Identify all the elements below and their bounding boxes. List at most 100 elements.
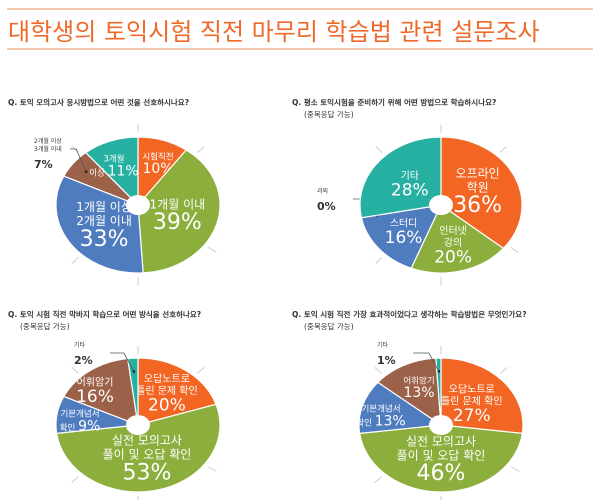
slice-label: 기타 28% [391, 170, 429, 200]
tick-mark [71, 257, 79, 264]
slice-label-line: 과외 [317, 187, 328, 195]
slice-label-line: 틀린 문제 확인 [136, 385, 198, 397]
slice-label: 어휘암기 13% [403, 375, 434, 401]
tick-mark [374, 476, 382, 484]
question-3: Q. 토익 시험 직전 막바지 학습으로 어떤 방식을 선호하나요? (중복응답… [8, 309, 201, 333]
slice-value: 1% [377, 354, 396, 367]
slice-label-line: 오프라인 [456, 167, 500, 181]
question-4: Q. 토익 시험 직전 가장 효과적이었다고 생각하는 학습방법은 무엇인가요?… [292, 309, 527, 333]
slice-value: 20% [148, 395, 186, 415]
leader-line [70, 148, 87, 172]
slice-label: 기타 1% [377, 341, 396, 367]
slice-label-line: 2개월 이내 [76, 214, 132, 228]
tick-mark [208, 246, 217, 253]
leader-line [413, 352, 440, 372]
slice-label-line: 학원 [467, 181, 489, 195]
tick-mark [510, 246, 519, 253]
pie-slice [55, 403, 221, 493]
tick-mark [375, 146, 383, 153]
slice-label-line: 3개월 [103, 153, 124, 164]
tick-mark [197, 146, 205, 153]
slice-label-line: 오답노트로 [144, 373, 190, 385]
slice-label-line: 기본개념서 [361, 403, 400, 414]
slice-label: 인터넷 강의 20% [434, 225, 472, 267]
pie-slice [127, 357, 139, 426]
question-2-text: Q. 평소 토익시험을 준비하기 위해 어떤 방법으로 학습하시나요? [292, 98, 497, 107]
tick-mark [511, 466, 520, 472]
question-3-text: Q. 토익 시험 직전 막바지 학습으로 어떤 방식을 선호하나요? [8, 310, 202, 319]
slice-value: 9% [78, 418, 100, 434]
slice-label-line: 기타 [74, 341, 86, 349]
slice-label-line: 기타 [377, 341, 389, 349]
slice-value: 16% [385, 228, 423, 248]
slice-label: 오프라인 학원 36% [453, 167, 502, 219]
slice-label: 오답노트로 틀린 문제 확인 27% [441, 383, 503, 425]
slice-label-line: 풀이 및 오답 확인 [397, 449, 486, 463]
slice-label-line: 이상 [89, 167, 107, 178]
slice-label-line: 틀린 문제 확인 [441, 395, 503, 407]
question-1-text: Q. 토익 모의고사 응시방법으로 어떤 것을 선호하시나요? [8, 98, 190, 107]
slice-value: 53% [122, 460, 171, 485]
slice-label-line: 인터넷 [439, 225, 467, 237]
slice-label: 실전 모의고사 풀이 및 오답 확인 46% [397, 435, 486, 487]
title-rule-top [7, 8, 593, 10]
tick-mark [71, 366, 79, 374]
slice-label-line: 오답노트로 [449, 383, 495, 395]
slice-value: 13% [403, 385, 434, 401]
slice-label: 1개월 이내 39% [150, 197, 206, 235]
page-title: 대학생의 토익시험 직전 마무리 학습법 관련 설문조사 [8, 18, 540, 46]
slice-value: 27% [453, 406, 491, 426]
slice-value: 46% [417, 461, 466, 486]
slice-label-line: 기타 [401, 170, 419, 182]
pie-slice [440, 136, 523, 250]
leader-dot [84, 170, 88, 173]
slice-value: 13% [375, 413, 406, 429]
pie-chart-1: 시험직전 10%1개월 이내 39%1개월 이상 2개월 이내 33%2개월 이상 3개월… [34, 124, 221, 286]
slice-value: 36% [453, 193, 502, 218]
slice-label: 실전 모의고사 풀이 및 오답 확인 53% [103, 434, 192, 486]
pie-slice [62, 357, 139, 426]
question-3-note: (중복응답 가능) [20, 322, 70, 331]
pie-slice [358, 381, 443, 435]
slice-label: 기본개념서 확인 9% [60, 408, 101, 434]
pie-chart-3: 오답노트로 틀린 문제 확인 20%실전 모의고사 풀이 및 오답 확인 53%기본개념… [55, 341, 221, 500]
slice-label: 1개월 이상 2개월 이내 33% [76, 200, 132, 252]
tick-mark [374, 366, 382, 374]
pie-center-hole [126, 195, 150, 215]
slice-value: 7% [34, 158, 53, 171]
slice-label-line: 실전 모의고사 [406, 435, 476, 449]
slice-value: 2% [74, 354, 93, 367]
pie-center-hole [429, 195, 453, 215]
slice-label-line: 2개월 이상 [34, 137, 62, 145]
slice-label-line: 스터디 [390, 218, 418, 230]
pie-slice [435, 357, 442, 426]
pie-slice [410, 204, 505, 274]
leader-dot [132, 370, 136, 373]
pie-slice [55, 175, 144, 274]
slice-value: 11% [108, 163, 139, 179]
tick-mark [71, 476, 79, 484]
tick-mark [375, 257, 383, 264]
question-1: Q. 토익 모의고사 응시방법으로 어떤 것을 선호하시나요? [8, 97, 189, 109]
pie-chart-2: 오프라인 학원 36% 인터넷 강의 20% 스터디 16% 과외 0% 기타 28% [317, 124, 523, 286]
pie-slice [359, 136, 442, 219]
slice-label-line: 1개월 이내 [150, 197, 206, 211]
pie-chart-4: 오답노트로 틀린 문제 확인 27% 실전 모의고사 풀이 및 오답 확인 46% 기본개념… [356, 341, 524, 500]
pie-slice [84, 136, 139, 207]
slice-label-line: 풀이 및 오답 확인 [103, 448, 192, 462]
slice-value: 39% [153, 210, 202, 235]
pie-slice [440, 357, 524, 435]
slice-value: 16% [76, 387, 114, 407]
slice-label-line: 확인 [356, 417, 374, 428]
question-2-note: (중복응답 가능) [304, 110, 354, 119]
tick-mark [197, 366, 205, 374]
slice-label-line: 기본개념서 [60, 408, 99, 419]
slice-label-line: 어휘암기 [403, 375, 434, 386]
slice-label: 오답노트로 틀린 문제 확인 20% [136, 373, 198, 415]
slice-label: 기타 2% [74, 341, 93, 367]
pie-slice [358, 424, 524, 493]
pie-center-hole [126, 415, 150, 435]
